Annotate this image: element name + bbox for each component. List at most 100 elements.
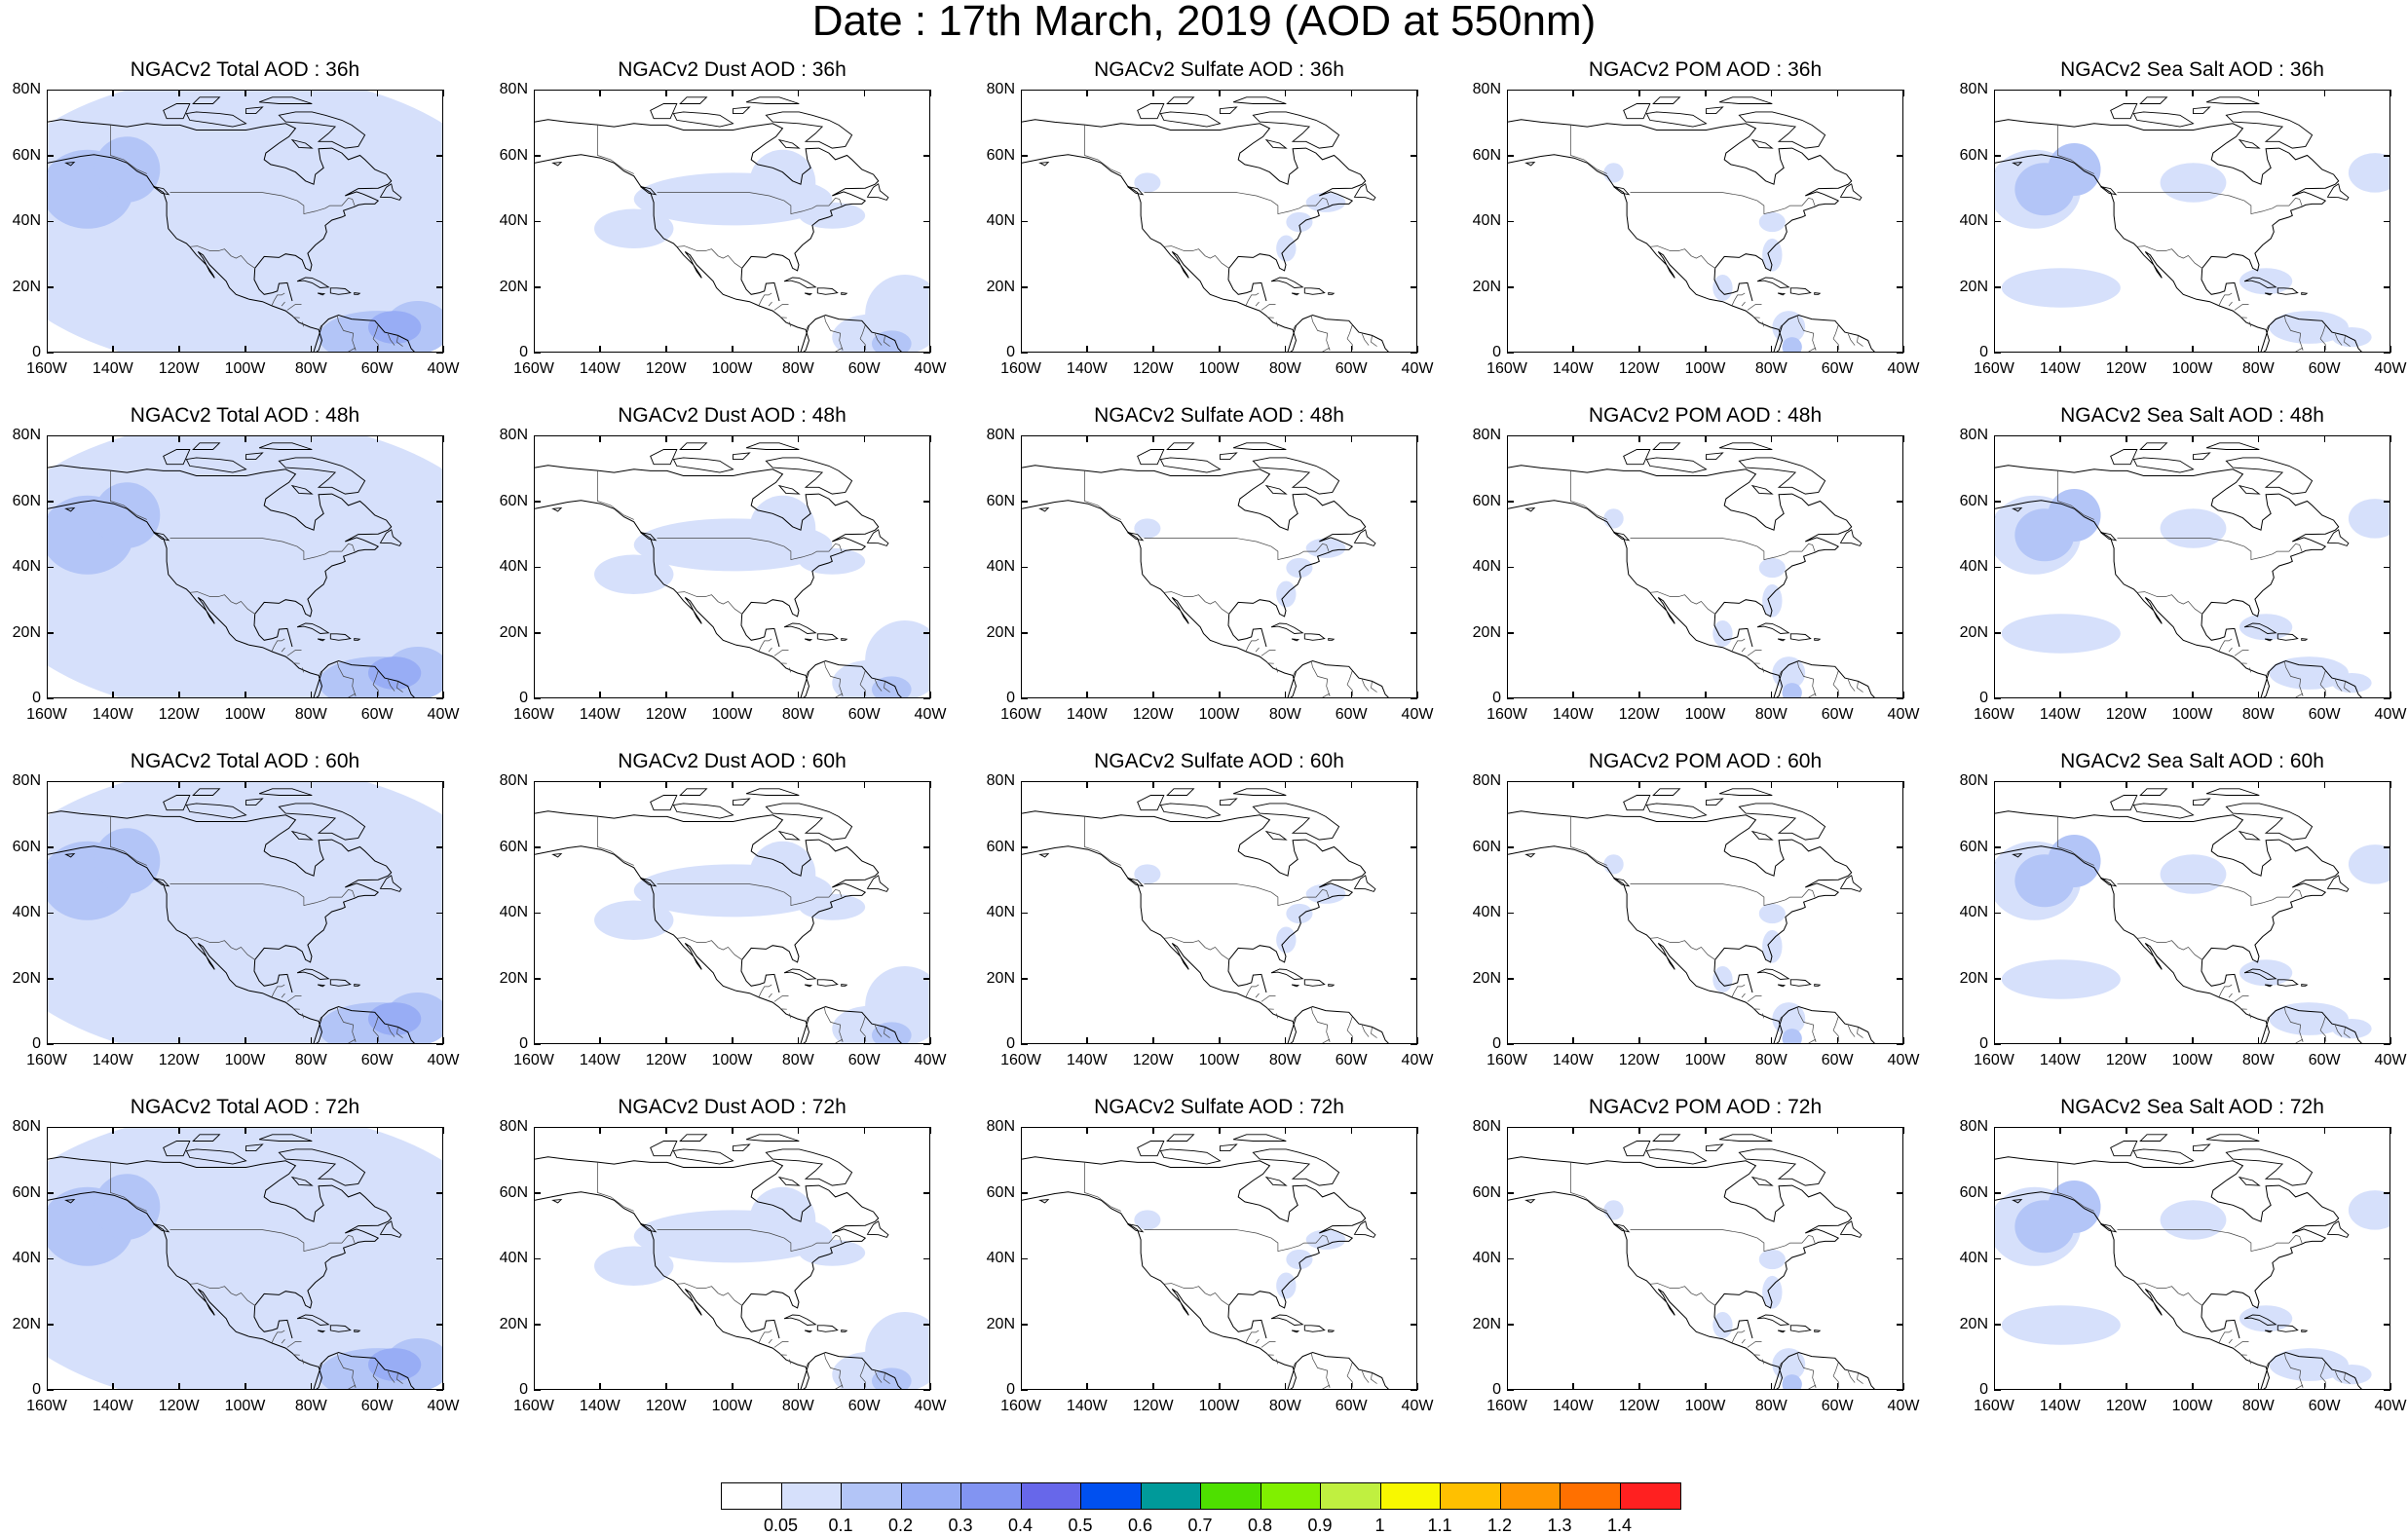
map-svg xyxy=(1995,1128,2390,1390)
lon-tick xyxy=(534,1127,536,1134)
island-outline xyxy=(1138,796,1164,810)
island-outline xyxy=(1646,112,1706,127)
lat-tick-label: 60N xyxy=(0,839,41,856)
lat-tick xyxy=(1897,1258,1903,1260)
lon-tick xyxy=(930,90,932,96)
lon-tick xyxy=(1417,1037,1419,1044)
lat-tick xyxy=(1897,632,1903,634)
lat-tick-label: 40N xyxy=(966,904,1015,921)
colorbar-swatch xyxy=(902,1483,962,1509)
island-outline xyxy=(1160,458,1220,472)
island-outline xyxy=(1739,1149,1825,1185)
lon-tick xyxy=(864,1037,866,1044)
lat-tick-label: 20N xyxy=(479,624,528,642)
country-border xyxy=(1084,470,1120,519)
map-svg xyxy=(1022,436,1417,698)
lon-tick xyxy=(178,781,180,788)
lon-tick xyxy=(798,346,800,353)
lon-tick xyxy=(47,1037,49,1044)
lon-tick-label: 40W xyxy=(2361,1052,2408,1069)
lon-tick xyxy=(2390,435,2392,442)
lon-tick xyxy=(245,346,246,353)
lon-tick-label: 60W xyxy=(1808,706,1866,724)
lon-tick-label: 140W xyxy=(1058,706,1116,724)
lon-tick xyxy=(732,1037,734,1044)
country-border xyxy=(1256,648,1259,652)
country-border xyxy=(1848,680,1855,692)
lat-tick-label: 80N xyxy=(479,772,528,790)
lon-tick xyxy=(665,1383,667,1390)
lon-tick xyxy=(1507,692,1509,698)
lon-tick-label: 40W xyxy=(1874,1398,1933,1415)
lon-tick xyxy=(2390,1037,2392,1044)
lon-tick xyxy=(665,692,667,698)
map-svg xyxy=(1022,91,1417,353)
island-outline xyxy=(1526,854,1534,857)
lon-tick-label: 60W xyxy=(2295,1052,2353,1069)
lon-tick xyxy=(1572,692,1574,698)
lon-tick xyxy=(798,1127,800,1134)
lon-tick xyxy=(1572,1383,1574,1390)
country-border xyxy=(2219,985,2232,997)
colorbar-label: 0.05 xyxy=(757,1516,806,1536)
lat-tick-label: 0 xyxy=(1452,690,1501,707)
country-border xyxy=(1145,884,1330,906)
lon-tick-label: 60W xyxy=(2295,1398,2353,1415)
lat-tick xyxy=(1994,501,2001,503)
lon-tick xyxy=(732,346,734,353)
lat-tick xyxy=(1021,846,1028,848)
lon-tick xyxy=(112,1037,114,1044)
lat-tick xyxy=(923,221,930,223)
colorbar-label: 0.4 xyxy=(997,1516,1045,1536)
country-border xyxy=(774,304,789,310)
lon-tick-label: 80W xyxy=(1742,1052,1800,1069)
country-border xyxy=(790,1360,791,1365)
lon-tick-label: 80W xyxy=(769,360,827,378)
lon-tick xyxy=(2390,692,2392,698)
island-outline xyxy=(779,1178,799,1186)
country-border xyxy=(1246,1330,1259,1343)
lon-tick xyxy=(1638,781,1640,788)
island-outline xyxy=(553,1200,561,1203)
panel-title: NGACv2 POM AOD : 36h xyxy=(1468,58,1942,82)
island-outline xyxy=(1040,508,1048,511)
lon-tick xyxy=(1285,346,1287,353)
country-border xyxy=(1742,648,1745,652)
aod-contour xyxy=(1712,1312,1732,1338)
lat-tick-label: 0 xyxy=(0,1381,41,1399)
lat-tick-label: 20N xyxy=(479,970,528,988)
lon-tick xyxy=(1351,781,1353,788)
country-border xyxy=(1277,1360,1278,1365)
lat-tick-label: 60N xyxy=(1939,1184,1988,1202)
island-outline xyxy=(1778,985,1785,987)
island-outline xyxy=(2111,450,2137,465)
lon-tick xyxy=(665,435,667,442)
country-border xyxy=(597,816,633,865)
island-outline xyxy=(1304,980,1324,987)
lat-tick-label: 40N xyxy=(1939,1250,1988,1267)
lon-tick xyxy=(599,346,601,353)
lon-tick-label: 140W xyxy=(571,706,629,724)
country-border xyxy=(2229,993,2232,997)
lat-tick-label: 20N xyxy=(0,279,41,296)
island-outline xyxy=(817,288,837,295)
aod-contour xyxy=(299,535,392,601)
island-outline xyxy=(1329,639,1335,641)
lon-tick xyxy=(1219,435,1221,442)
lon-tick xyxy=(1219,90,1221,96)
country-border xyxy=(1763,1360,1764,1365)
map-svg xyxy=(1022,782,1417,1044)
lat-tick xyxy=(47,155,54,157)
lon-tick xyxy=(1771,346,1773,353)
lat-tick xyxy=(1994,1127,2001,1129)
lat-tick xyxy=(1411,632,1417,634)
island-outline xyxy=(1329,985,1335,987)
lat-tick xyxy=(534,1044,541,1046)
lon-tick-label: 100W xyxy=(703,360,762,378)
lon-tick-label: 80W xyxy=(282,360,340,378)
lon-tick xyxy=(377,90,379,96)
lon-tick-label: 100W xyxy=(216,1398,275,1415)
lon-tick xyxy=(1086,692,1088,698)
lat-tick-label: 40N xyxy=(966,212,1015,230)
lat-tick-label: 40N xyxy=(479,212,528,230)
